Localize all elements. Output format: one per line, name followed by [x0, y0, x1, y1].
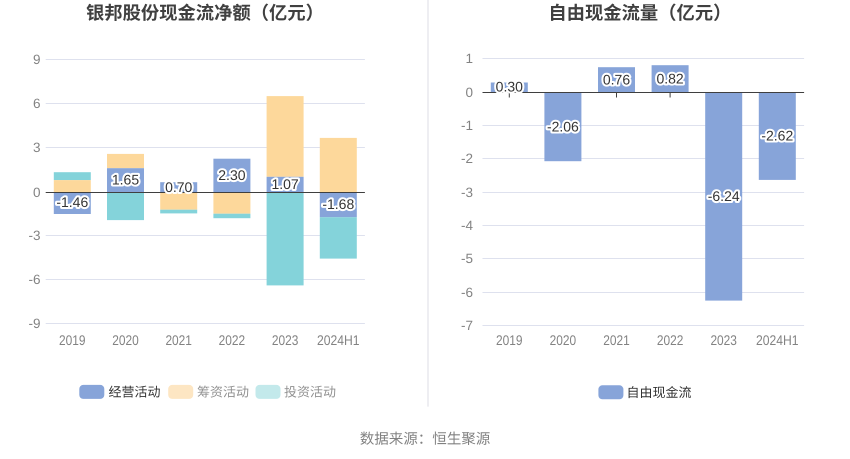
svg-text:2020: 2020	[550, 332, 577, 348]
svg-text:-1.68: -1.68	[322, 196, 354, 212]
svg-text:9: 9	[33, 52, 41, 67]
svg-text:-6: -6	[461, 285, 473, 300]
svg-text:-5: -5	[461, 251, 473, 266]
svg-text:-2: -2	[461, 151, 473, 166]
svg-text:2020: 2020	[112, 332, 139, 348]
svg-text:-2.62: -2.62	[761, 128, 793, 144]
svg-text:2023: 2023	[710, 332, 737, 348]
svg-text:-1: -1	[461, 118, 473, 133]
svg-text:1.07: 1.07	[271, 176, 298, 192]
svg-text:-1.46: -1.46	[56, 194, 88, 210]
svg-text:0.30: 0.30	[496, 79, 523, 95]
svg-text:2022: 2022	[657, 332, 684, 348]
svg-text:1: 1	[465, 51, 473, 66]
svg-text:-2.06: -2.06	[547, 118, 579, 134]
svg-text:2024H1: 2024H1	[317, 332, 360, 348]
svg-text:-3: -3	[461, 185, 473, 200]
svg-text:2022: 2022	[219, 332, 246, 348]
svg-text:0.76: 0.76	[603, 71, 630, 87]
svg-text:-9: -9	[28, 316, 40, 331]
svg-text:6: 6	[33, 96, 41, 111]
svg-text:2019: 2019	[59, 332, 86, 348]
svg-text:-3: -3	[28, 228, 40, 243]
svg-text:2021: 2021	[603, 332, 630, 348]
svg-text:-6.24: -6.24	[708, 188, 740, 204]
svg-text:-7: -7	[461, 318, 473, 333]
svg-text:-6: -6	[28, 272, 40, 287]
svg-text:2021: 2021	[165, 332, 192, 348]
svg-text:3: 3	[33, 140, 41, 155]
svg-text:0.70: 0.70	[165, 179, 192, 195]
svg-text:-4: -4	[461, 218, 473, 233]
svg-text:2023: 2023	[272, 332, 299, 348]
svg-text:0.82: 0.82	[656, 70, 683, 86]
svg-text:2019: 2019	[496, 332, 523, 348]
svg-text:2024H1: 2024H1	[756, 332, 799, 348]
svg-text:2.30: 2.30	[218, 167, 245, 183]
svg-text:0: 0	[465, 85, 473, 100]
svg-text:0: 0	[33, 185, 41, 200]
svg-text:1.65: 1.65	[112, 171, 139, 187]
